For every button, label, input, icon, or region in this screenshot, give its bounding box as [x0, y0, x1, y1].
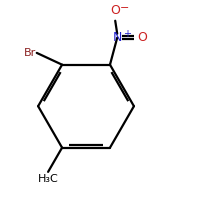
Text: O: O: [110, 4, 120, 17]
Text: Br: Br: [23, 48, 36, 58]
Text: O: O: [137, 31, 147, 44]
Text: H₃C: H₃C: [38, 174, 58, 184]
Text: +: +: [123, 29, 131, 39]
Text: −: −: [120, 3, 129, 13]
Text: N: N: [113, 31, 122, 44]
